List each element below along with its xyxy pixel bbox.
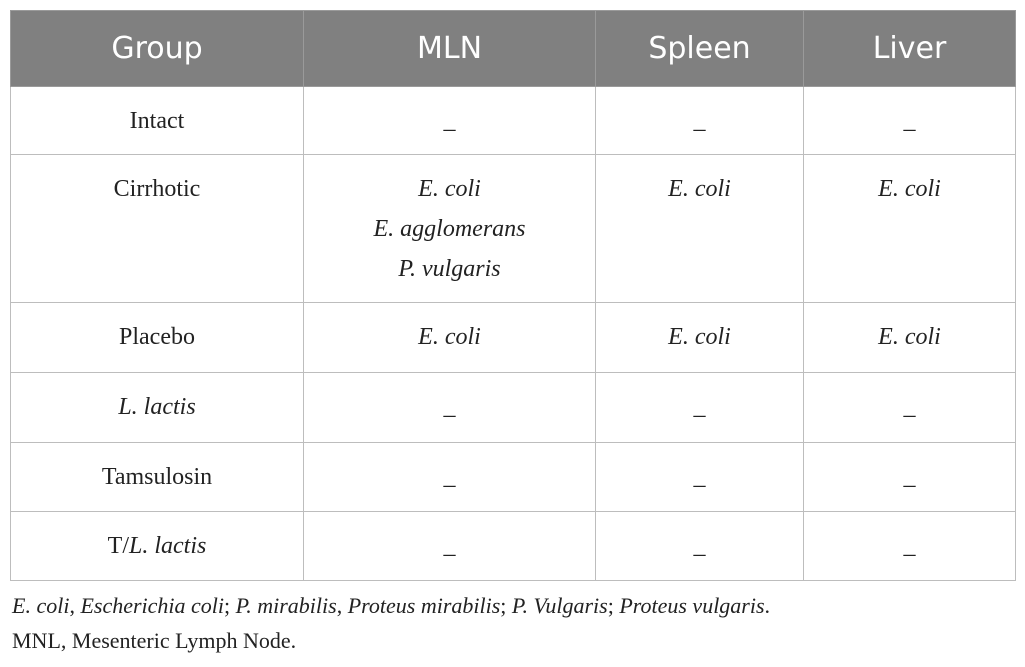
row: Intact _ _ _ xyxy=(10,86,1016,155)
row: Tamsulosin _ _ _ xyxy=(10,442,1016,512)
cell: Placebo xyxy=(10,302,304,373)
footnote-text: P. mirabilis xyxy=(235,593,337,618)
cell: E. coli E. agglomerans P. vulgaris xyxy=(303,154,596,303)
cell-text: _ xyxy=(443,464,456,490)
cell: _ xyxy=(303,372,596,443)
cell: E. coli xyxy=(595,302,804,373)
cell: Tamsulosin xyxy=(10,442,304,512)
cell: _ xyxy=(595,86,804,155)
footnote-text: E. coli xyxy=(12,593,70,618)
cell: _ xyxy=(303,442,596,512)
cell: Cirrhotic xyxy=(10,154,304,303)
header-cell: Spleen xyxy=(595,10,804,87)
cell: _ xyxy=(303,511,596,581)
cell: _ xyxy=(595,372,804,443)
cell-text: E. coli xyxy=(418,324,481,350)
cell-text: _ xyxy=(903,108,916,134)
cell-text: _ xyxy=(443,108,456,134)
cell: _ xyxy=(803,86,1016,155)
cell-text: E. coli xyxy=(668,176,731,202)
cell-text: E. coli xyxy=(668,324,731,350)
cell-text: Cirrhotic xyxy=(113,176,201,202)
footnote-text: ; xyxy=(224,593,236,618)
footnote-text: , xyxy=(69,593,81,618)
cell-text: _ xyxy=(443,394,456,420)
cell-text: E. coli xyxy=(878,176,941,202)
cell-text: T/ xyxy=(107,533,129,559)
row: Cirrhotic E. coli E. agglomerans P. vulg… xyxy=(10,154,1016,303)
cell-text: E. coli xyxy=(418,176,481,202)
row: Placebo E. coli E. coli E. coli xyxy=(10,302,1016,373)
cell: _ xyxy=(803,511,1016,581)
cell: E. coli xyxy=(803,154,1016,303)
cell-text: _ xyxy=(693,464,706,490)
cell-text: Placebo xyxy=(119,324,195,350)
row: L. lactis _ _ _ xyxy=(10,372,1016,443)
cell-text: _ xyxy=(693,394,706,420)
cell-text: L. lactis xyxy=(128,533,207,559)
cell-text: E. coli xyxy=(878,324,941,350)
footnote-text: P. Vulgaris xyxy=(511,593,608,618)
cell: _ xyxy=(803,372,1016,443)
cell-text: Intact xyxy=(129,108,185,134)
footnote-text: ; xyxy=(607,593,620,618)
cell: E. coli xyxy=(803,302,1016,373)
cell: E. coli xyxy=(303,302,596,373)
footnote: E. coli, Escherichia coli; P. mirabilis,… xyxy=(12,588,770,658)
cell-text: _ xyxy=(693,533,706,559)
footnote-text: MNL, Mesenteric Lymph Node. xyxy=(12,628,297,653)
header-cell: Liver xyxy=(803,10,1016,87)
cell-text: _ xyxy=(693,108,706,134)
cell: L. lactis xyxy=(10,372,304,443)
footnote-text: Escherichia coli xyxy=(80,593,225,618)
footnote-text: Proteus mirabilis xyxy=(347,593,501,618)
cell: _ xyxy=(803,442,1016,512)
cell: _ xyxy=(595,511,804,581)
cell-text: _ xyxy=(903,394,916,420)
header-row: Group MLN Spleen Liver xyxy=(10,10,1016,87)
cell-text: _ xyxy=(903,533,916,559)
cell: E. coli xyxy=(595,154,804,303)
cell-text: P. vulgaris xyxy=(398,256,501,282)
cell-text: E. agglomerans xyxy=(373,216,526,242)
cell-text: _ xyxy=(443,533,456,559)
cell-text: _ xyxy=(903,464,916,490)
footnote-text: , xyxy=(336,593,348,618)
cell-text: L. lactis xyxy=(118,394,196,420)
row: T/L. lactis _ _ _ xyxy=(10,511,1016,581)
cell: _ xyxy=(595,442,804,512)
footnote-text: ; xyxy=(500,593,512,618)
cell: Intact xyxy=(10,86,304,155)
footnote-line: MNL, Mesenteric Lymph Node. xyxy=(12,623,770,658)
footnote-text: Proteus vulgaris xyxy=(619,593,765,618)
cell-text: Tamsulosin xyxy=(101,464,213,490)
cell: _ xyxy=(303,86,596,155)
header-cell: MLN xyxy=(303,10,596,87)
header-cell: Group xyxy=(10,10,304,87)
cell: T/L. lactis xyxy=(10,511,304,581)
data-table: Group MLN Spleen Liver Intact _ _ _ Cirr… xyxy=(10,10,1016,581)
footnote-text: . xyxy=(764,593,771,618)
footnote-line: E. coli, Escherichia coli; P. mirabilis,… xyxy=(12,588,770,623)
